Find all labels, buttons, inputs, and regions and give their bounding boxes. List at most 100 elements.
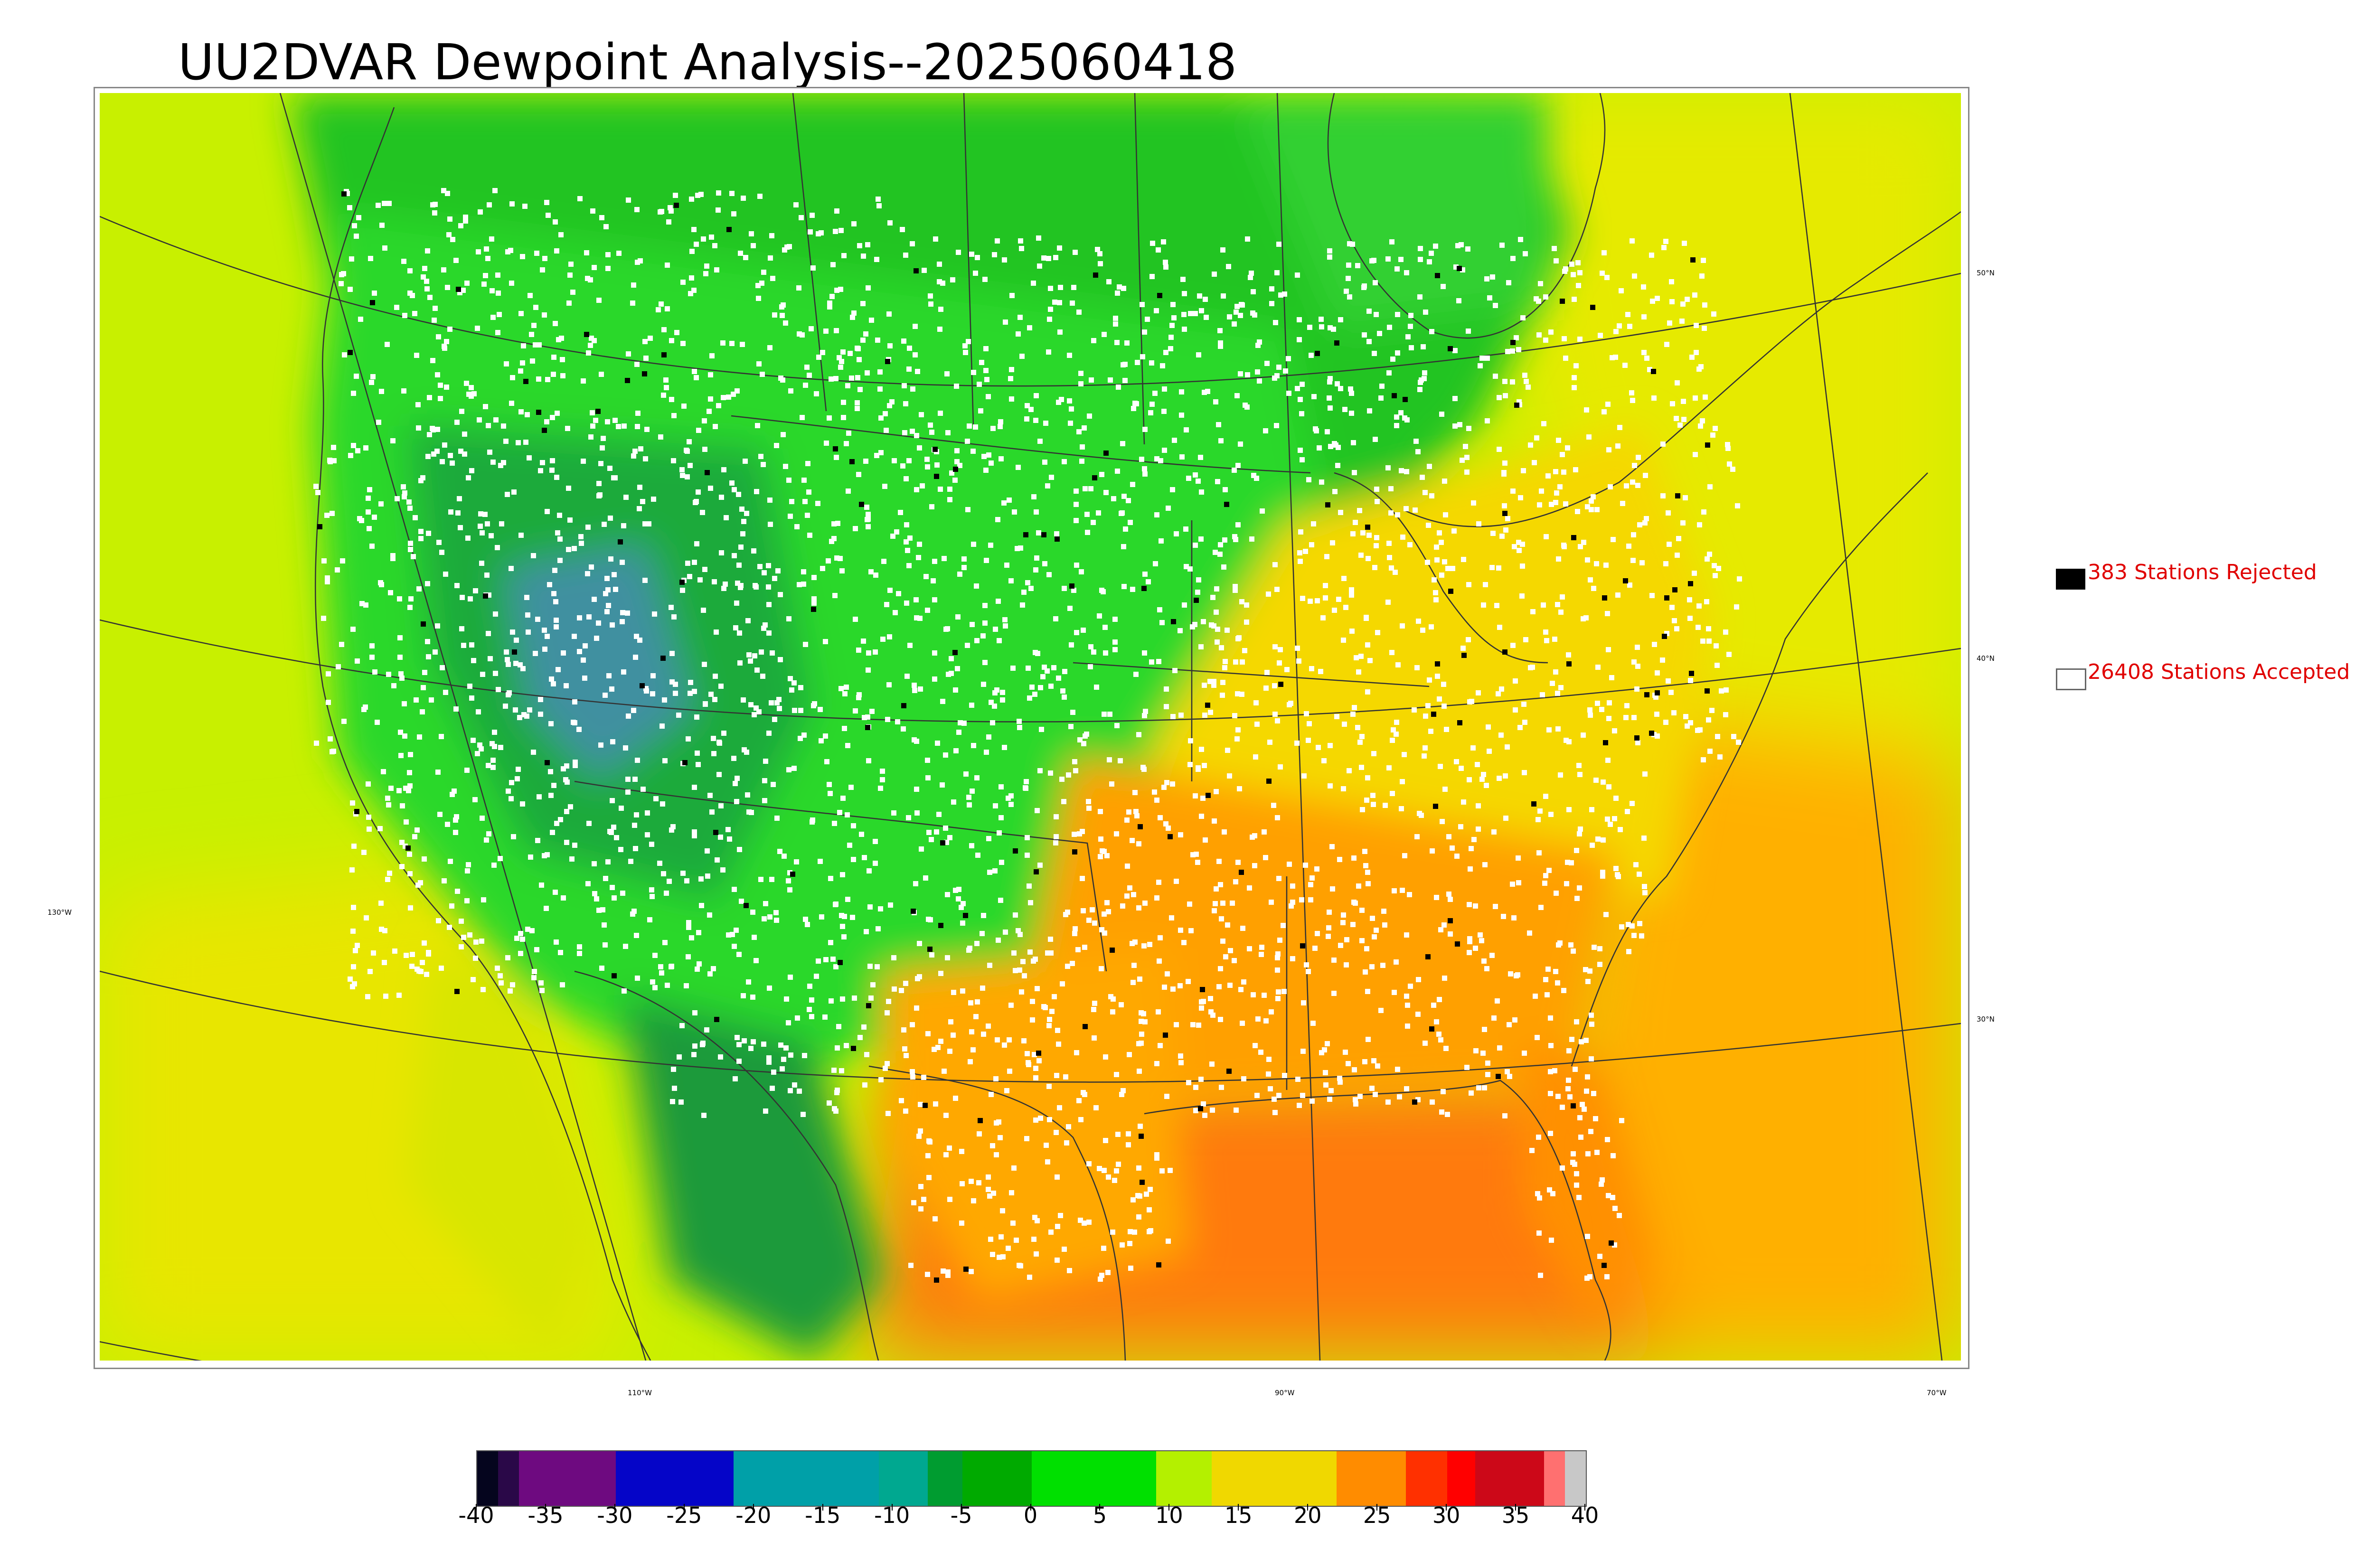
station-rejected [1092,475,1097,480]
station-accepted [981,1032,986,1037]
station-accepted [1025,853,1030,858]
station-accepted [1103,490,1109,495]
station-rejected [1672,587,1677,592]
station-accepted [605,266,611,271]
station-accepted [402,733,407,739]
station-accepted [424,972,429,977]
station-accepted [501,423,506,429]
station-accepted [1597,946,1602,951]
station-accepted [673,691,678,696]
station-accepted [862,1082,867,1088]
station-accepted [1215,479,1220,484]
station-accepted [1441,682,1446,687]
station-accepted [673,682,678,687]
station-accepted [1296,658,1301,664]
station-accepted [1510,643,1516,648]
station-accepted [867,964,873,969]
station-accepted [490,460,496,465]
station-accepted [1454,854,1460,859]
station-accepted [531,975,537,980]
station-accepted [1328,376,1333,381]
station-accepted [988,543,993,548]
station-accepted [1074,518,1079,523]
station-accepted [1105,1270,1111,1275]
station-accepted [1499,686,1504,692]
station-accepted [465,535,471,541]
station-accepted [761,626,766,631]
station-accepted [1552,637,1557,642]
station-accepted [1121,544,1126,549]
station-accepted [352,223,357,228]
station-accepted [533,651,538,656]
station-accepted [1001,500,1007,506]
station-accepted [694,714,699,720]
station-accepted [1549,1238,1554,1243]
station-accepted [786,478,791,483]
station-rejected [642,371,647,376]
station-accepted [1032,692,1037,697]
station-accepted [383,994,388,999]
station-accepted [1241,979,1246,985]
station-accepted [659,301,664,307]
station-accepted [934,829,939,835]
station-accepted [945,892,950,897]
station-accepted [1008,793,1014,798]
station-accepted [986,734,991,740]
station-accepted [1489,565,1495,570]
station-accepted [1476,1085,1481,1090]
station-accepted [1680,301,1686,307]
station-accepted [1574,1019,1579,1024]
station-accepted [1705,556,1710,562]
station-accepted [732,487,737,492]
station-accepted [472,797,478,802]
station-accepted [692,689,697,694]
station-accepted [816,958,821,964]
station-accepted [1355,263,1360,268]
station-accepted [1523,251,1528,256]
station-accepted [1034,509,1039,515]
station-accepted [1326,934,1331,939]
station-accepted [774,918,779,923]
station-accepted [965,643,970,648]
station-accepted [1536,1230,1542,1236]
station-rejected [1566,661,1572,667]
station-accepted [1078,1218,1083,1223]
station-accepted [1030,1017,1035,1023]
station-accepted [588,343,593,348]
station-accepted [1219,916,1224,921]
station-accepted [1024,416,1029,422]
station-accepted [1451,528,1457,534]
station-accepted [1517,548,1522,553]
station-accepted [1467,936,1472,941]
station-rejected [1448,346,1453,351]
station-accepted [1112,647,1118,652]
station-accepted [1081,628,1086,633]
station-accepted [490,288,495,293]
station-accepted [1218,340,1223,346]
station-accepted [1434,1019,1439,1024]
station-accepted [1467,777,1472,782]
station-accepted [845,897,850,902]
station-accepted [1545,473,1551,479]
station-accepted [508,988,513,994]
station-accepted [771,782,776,787]
station-accepted [1726,652,1732,657]
station-accepted [1355,725,1360,730]
station-accepted [837,810,842,815]
station-accepted [1692,571,1697,576]
station-accepted [592,597,597,602]
station-accepted [534,251,539,256]
station-accepted [495,330,500,335]
station-accepted [1243,403,1248,408]
station-accepted [336,664,341,669]
station-accepted [647,917,652,922]
station-accepted [1148,1187,1153,1192]
station-accepted [454,420,460,425]
dewpoint-map[interactable] [100,93,1961,1361]
station-accepted [605,587,611,592]
station-rejected [705,470,710,475]
station-accepted [1006,1246,1011,1251]
station-accepted [890,534,895,539]
station-accepted [658,209,663,215]
station-accepted [1404,932,1409,938]
